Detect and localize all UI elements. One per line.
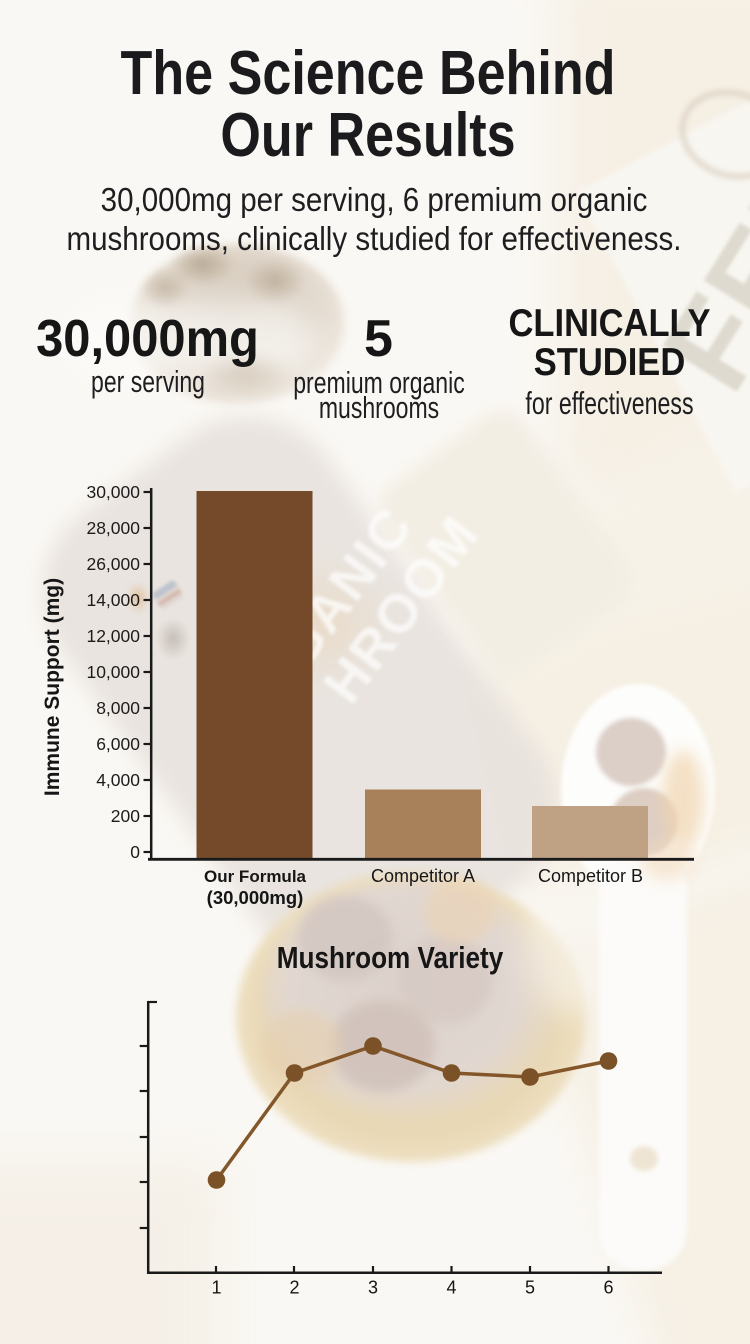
svg-text:2: 2 — [289, 1278, 299, 1298]
svg-text:12,000: 12,000 — [86, 626, 140, 646]
svg-text:8,000: 8,000 — [96, 698, 140, 718]
svg-text:4,000: 4,000 — [96, 770, 140, 790]
svg-text:14,000: 14,000 — [86, 590, 140, 610]
svg-text:26,000: 26,000 — [86, 554, 140, 574]
svg-text:10,000: 10,000 — [86, 662, 140, 682]
svg-text:200: 200 — [111, 806, 140, 826]
svg-text:30,000: 30,000 — [86, 482, 140, 502]
svg-text:5: 5 — [525, 1278, 535, 1298]
svg-text:4: 4 — [446, 1278, 456, 1298]
svg-text:6: 6 — [603, 1278, 613, 1298]
svg-text:0: 0 — [130, 842, 140, 862]
svg-text:(30,000mg): (30,000mg) — [207, 887, 304, 908]
svg-text:1: 1 — [211, 1278, 221, 1298]
svg-text:Competitor B: Competitor B — [538, 866, 643, 886]
svg-text:28,000: 28,000 — [86, 518, 140, 538]
svg-text:Competitor A: Competitor A — [371, 866, 475, 886]
svg-text:3: 3 — [368, 1278, 378, 1298]
svg-text:6,000: 6,000 — [96, 734, 140, 754]
svg-text:Our Formula: Our Formula — [204, 867, 307, 886]
